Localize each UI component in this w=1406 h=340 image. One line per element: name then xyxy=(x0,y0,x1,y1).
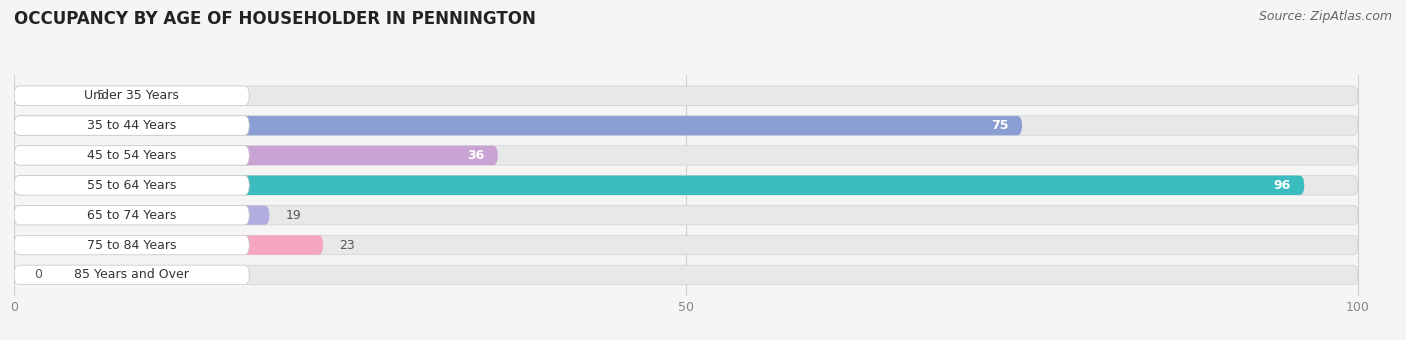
FancyBboxPatch shape xyxy=(14,86,1358,105)
Text: 55 to 64 Years: 55 to 64 Years xyxy=(87,179,176,192)
Text: 23: 23 xyxy=(339,239,356,252)
Text: 19: 19 xyxy=(285,209,301,222)
Text: Under 35 Years: Under 35 Years xyxy=(84,89,179,102)
Text: 85 Years and Over: 85 Years and Over xyxy=(75,268,188,282)
FancyBboxPatch shape xyxy=(14,205,270,225)
Text: 5: 5 xyxy=(97,89,105,102)
FancyBboxPatch shape xyxy=(14,146,498,165)
Text: 75: 75 xyxy=(991,119,1008,132)
FancyBboxPatch shape xyxy=(14,235,323,255)
FancyBboxPatch shape xyxy=(14,116,249,135)
FancyBboxPatch shape xyxy=(14,175,1358,195)
Text: 0: 0 xyxy=(34,268,42,282)
Text: OCCUPANCY BY AGE OF HOUSEHOLDER IN PENNINGTON: OCCUPANCY BY AGE OF HOUSEHOLDER IN PENNI… xyxy=(14,10,536,28)
FancyBboxPatch shape xyxy=(14,146,1358,165)
Text: 65 to 74 Years: 65 to 74 Years xyxy=(87,209,176,222)
FancyBboxPatch shape xyxy=(14,86,82,105)
FancyBboxPatch shape xyxy=(14,175,1305,195)
FancyBboxPatch shape xyxy=(14,235,249,255)
Text: 45 to 54 Years: 45 to 54 Years xyxy=(87,149,176,162)
Text: 35 to 44 Years: 35 to 44 Years xyxy=(87,119,176,132)
FancyBboxPatch shape xyxy=(14,265,1358,285)
FancyBboxPatch shape xyxy=(14,235,1358,255)
FancyBboxPatch shape xyxy=(14,205,249,225)
FancyBboxPatch shape xyxy=(14,116,1022,135)
FancyBboxPatch shape xyxy=(14,265,249,285)
FancyBboxPatch shape xyxy=(14,205,1358,225)
FancyBboxPatch shape xyxy=(14,86,249,105)
Text: Source: ZipAtlas.com: Source: ZipAtlas.com xyxy=(1258,10,1392,23)
Text: 36: 36 xyxy=(467,149,485,162)
FancyBboxPatch shape xyxy=(14,175,249,195)
FancyBboxPatch shape xyxy=(14,146,249,165)
Text: 96: 96 xyxy=(1274,179,1291,192)
FancyBboxPatch shape xyxy=(14,116,1358,135)
Text: 75 to 84 Years: 75 to 84 Years xyxy=(87,239,176,252)
